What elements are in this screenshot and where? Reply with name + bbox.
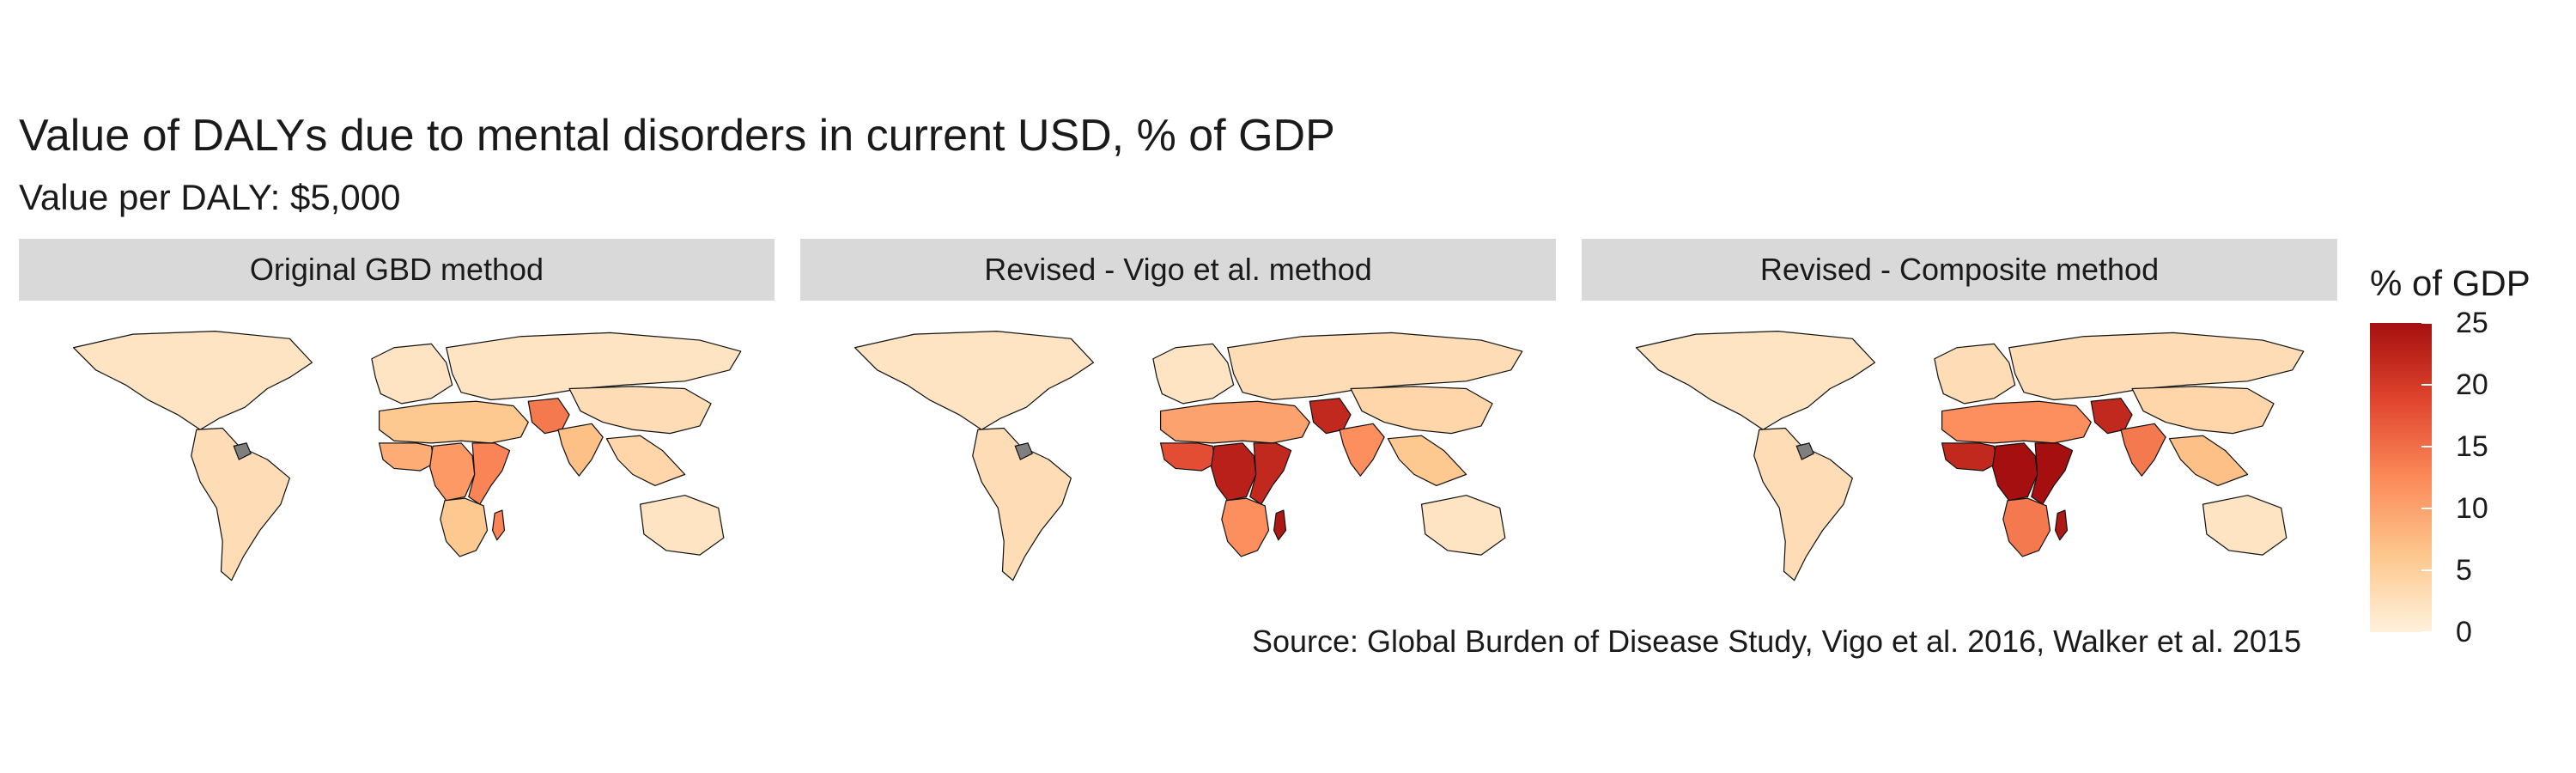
legend-tick-mark — [2421, 508, 2432, 509]
region-southern-africa — [2002, 497, 2051, 557]
region-europe — [1152, 343, 1235, 405]
region-oceania — [639, 495, 725, 556]
region-north-america — [72, 331, 313, 430]
region-pakistan-and-afghanistan — [2090, 398, 2133, 435]
panel-label: Original GBD method — [249, 252, 544, 287]
legend-tick-label: 0 — [2456, 616, 2472, 648]
region-east-asia — [2131, 386, 2275, 435]
legend-tick-mark — [2421, 322, 2432, 324]
region-russia-and-central-asia — [2008, 332, 2305, 401]
map-panel-original — [43, 318, 790, 601]
region-central-africa — [429, 442, 476, 502]
region-india — [1339, 423, 1385, 477]
map-panel-vigo — [824, 318, 1571, 601]
map-subtitle: Value per DALY: $5,000 — [19, 177, 401, 217]
region-madagascar — [491, 509, 506, 541]
legend-tick-mark — [2421, 569, 2432, 571]
world-map — [1635, 331, 2305, 581]
region-east-africa — [2031, 442, 2074, 505]
region-india — [2120, 423, 2166, 477]
region-east-africa — [1249, 442, 1292, 505]
region-west-africa — [1159, 442, 1217, 472]
legend-tick-label: 5 — [2456, 554, 2472, 587]
map-panel-composite — [1606, 318, 2353, 601]
legend-tick-mark — [2421, 446, 2432, 447]
world-map — [72, 331, 742, 581]
region-oceania — [1420, 495, 1506, 556]
panel-label: Revised - Vigo et al. method — [984, 252, 1372, 287]
region-no-data — [1795, 442, 1814, 460]
region-north-america — [1635, 331, 1876, 430]
region-central-africa — [1211, 442, 1257, 502]
legend-tick-mark — [2421, 631, 2432, 633]
panel-strip-composite: Revised - Composite method — [1582, 239, 2337, 301]
region-europe — [371, 343, 453, 405]
region-oceania — [2202, 495, 2287, 556]
legend-tick-label: 25 — [2456, 307, 2488, 339]
region-pakistan-and-afghanistan — [527, 398, 570, 435]
region-north-africa-and-middle-east — [1941, 400, 2092, 444]
region-europe — [1934, 343, 2016, 405]
region-southern-africa — [1221, 497, 1270, 557]
region-east-asia — [568, 386, 712, 435]
region-north-africa-and-middle-east — [1159, 400, 1310, 444]
region-southeast-asia — [2168, 435, 2249, 487]
region-central-africa — [1992, 442, 2038, 502]
region-madagascar — [1273, 509, 1287, 541]
legend-tick-label: 15 — [2456, 430, 2488, 463]
region-madagascar — [2054, 509, 2069, 541]
region-no-data — [233, 442, 252, 460]
world-map — [854, 331, 1523, 581]
panel-strip-vigo: Revised - Vigo et al. method — [800, 239, 1556, 301]
region-pakistan-and-afghanistan — [1309, 398, 1352, 435]
region-southern-africa — [440, 497, 489, 557]
panel-label: Revised - Composite method — [1759, 252, 2160, 287]
region-west-africa — [378, 442, 435, 472]
region-north-america — [854, 331, 1095, 430]
region-southeast-asia — [605, 435, 686, 487]
source-caption: Source: Global Burden of Disease Study, … — [1251, 624, 2301, 659]
region-india — [557, 423, 604, 477]
region-west-africa — [1941, 442, 1998, 472]
legend-tick-label: 10 — [2456, 492, 2488, 525]
legend-tick-mark — [2421, 384, 2432, 386]
region-southeast-asia — [1387, 435, 1467, 487]
region-east-africa — [468, 442, 511, 505]
map-title: Value of DALYs due to mental disorders i… — [19, 111, 1335, 161]
region-russia-and-central-asia — [446, 332, 742, 401]
region-russia-and-central-asia — [1227, 332, 1523, 401]
region-north-africa-and-middle-east — [378, 400, 529, 444]
region-east-asia — [1350, 386, 1493, 435]
panel-strip-original: Original GBD method — [19, 239, 775, 301]
region-no-data — [1014, 442, 1033, 460]
legend-colorbar — [2370, 323, 2432, 632]
legend-tick-label: 20 — [2456, 368, 2488, 401]
legend-title: % of GDP — [2370, 263, 2530, 303]
